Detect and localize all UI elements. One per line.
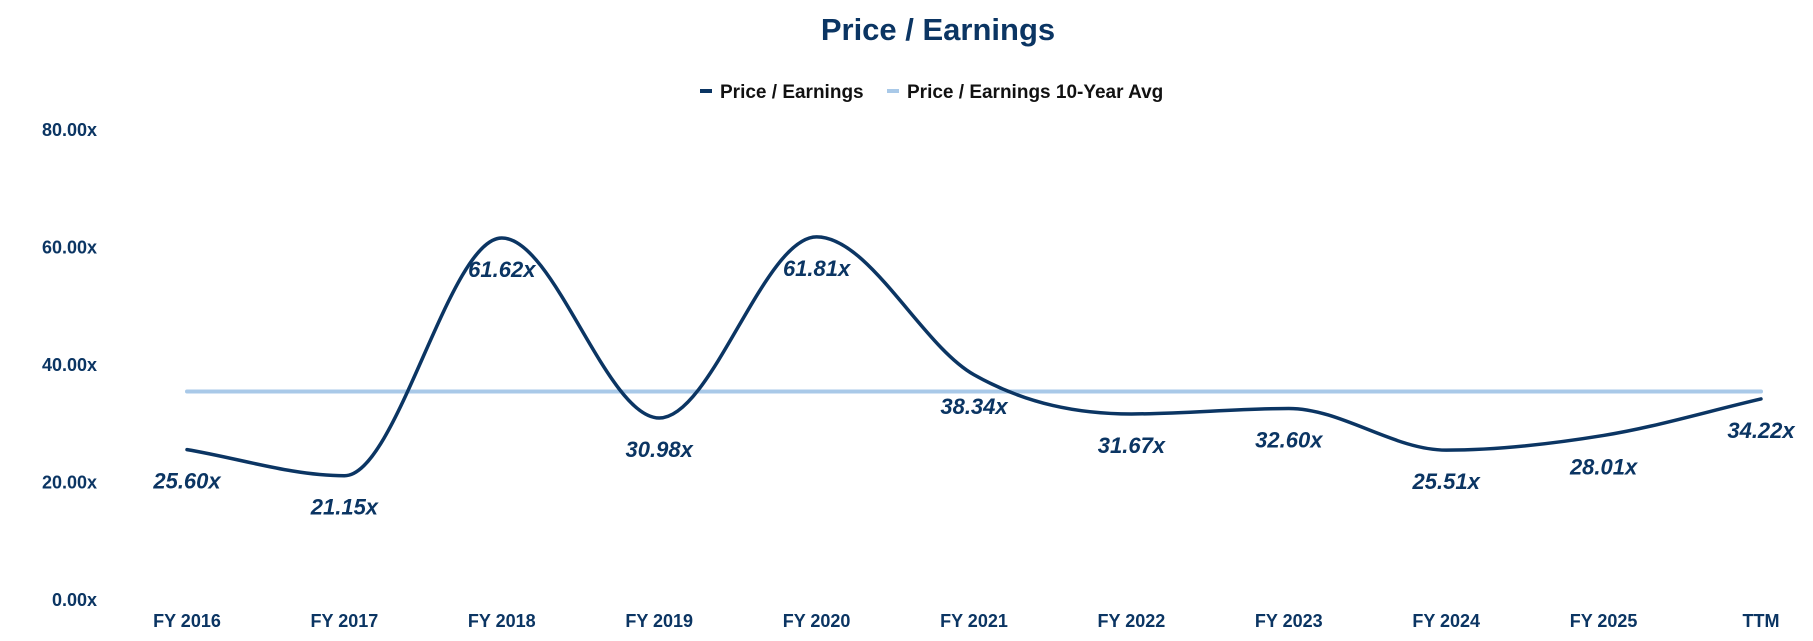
data-label: 25.51x	[1412, 469, 1481, 494]
legend-label-pe: Price / Earnings	[720, 82, 864, 103]
x-tick-label: TTM	[1743, 611, 1780, 631]
data-label: 21.15x	[310, 495, 379, 520]
x-tick-label: FY 2020	[783, 611, 851, 631]
x-tick-label: FY 2017	[311, 611, 379, 631]
data-label: 61.81x	[783, 256, 851, 281]
y-tick-label: 60.00x	[42, 238, 97, 258]
data-label: 32.60x	[1255, 427, 1323, 452]
legend-swatch-pe	[700, 89, 712, 93]
x-tick-label: FY 2024	[1412, 611, 1480, 631]
legend-label-avg: Price / Earnings 10-Year Avg	[907, 82, 1163, 103]
data-label: 34.22x	[1727, 418, 1795, 443]
y-axis-labels: 0.00x 20.00x 40.00x 60.00x 80.00x	[42, 120, 97, 610]
data-label-layer: 25.60x 21.15x 61.62x 30.98x 61.81x 38.34x 31.6…	[152, 256, 1795, 520]
y-tick-label: 0.00x	[52, 590, 97, 610]
data-label: 31.67x	[1098, 433, 1166, 458]
y-tick-label: 40.00x	[42, 355, 97, 375]
legend: Price / Earnings Price / Earnings 10-Yea…	[700, 82, 1163, 103]
x-tick-label: FY 2019	[625, 611, 693, 631]
legend-item-pe[interactable]: Price / Earnings	[700, 82, 864, 103]
line-layer	[185, 235, 1763, 478]
x-axis-labels: FY 2016 FY 2017 FY 2018 FY 2019 FY 2020 FY 20…	[153, 611, 1779, 631]
data-label: 38.34x	[940, 394, 1008, 419]
chart-title: Price / Earnings	[821, 12, 1055, 47]
data-label: 28.01x	[1569, 454, 1638, 479]
data-label: 25.60x	[152, 469, 221, 494]
x-tick-label: FY 2023	[1255, 611, 1323, 631]
legend-swatch-avg	[887, 89, 899, 93]
y-tick-label: 80.00x	[42, 120, 97, 140]
legend-item-avg[interactable]: Price / Earnings 10-Year Avg	[887, 82, 1163, 103]
x-tick-label: FY 2016	[153, 611, 221, 631]
x-tick-label: FY 2021	[940, 611, 1008, 631]
x-tick-label: FY 2025	[1570, 611, 1638, 631]
data-label: 61.62x	[468, 257, 536, 282]
data-label: 30.98x	[626, 437, 694, 462]
x-tick-label: FY 2022	[1098, 611, 1166, 631]
x-tick-label: FY 2018	[468, 611, 536, 631]
y-tick-label: 20.00x	[42, 473, 97, 493]
pe-series-line	[185, 235, 1763, 478]
